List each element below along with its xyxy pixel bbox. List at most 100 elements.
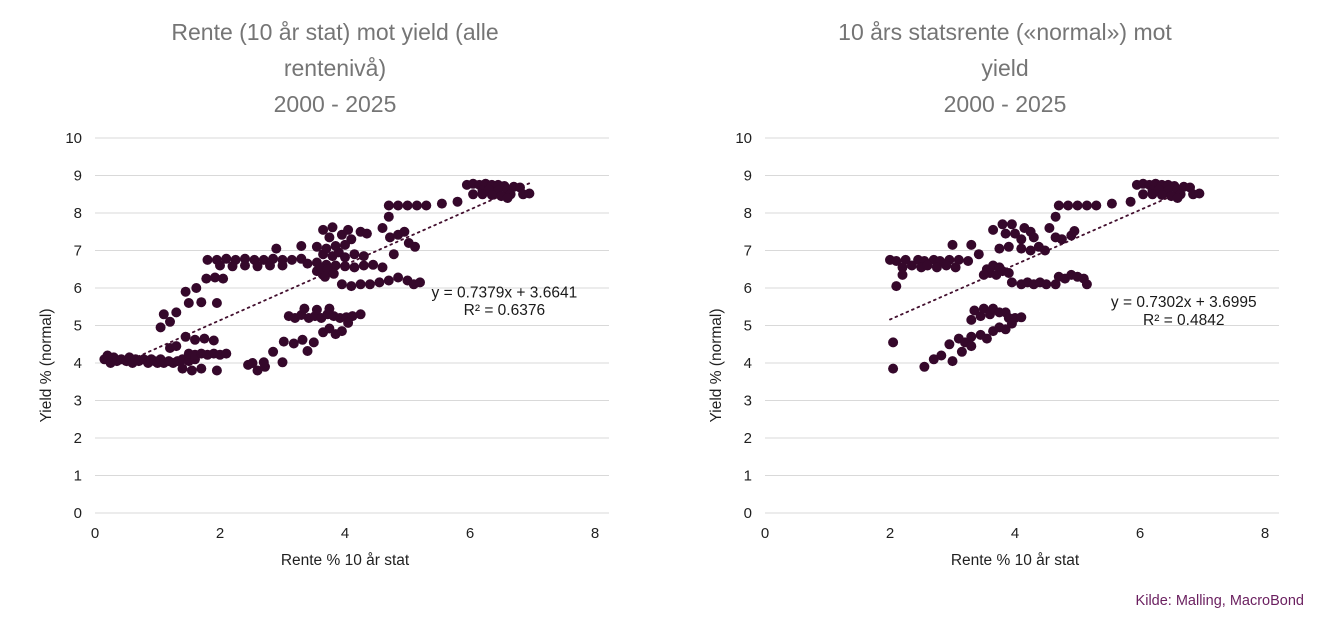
x-tick-label-8: 8 bbox=[1261, 525, 1269, 542]
scatter-point bbox=[973, 249, 984, 260]
scatter-point bbox=[302, 258, 313, 269]
scatter-point bbox=[486, 190, 497, 200]
scatter-point bbox=[994, 243, 1005, 254]
scatter-point bbox=[1025, 245, 1036, 256]
y-tick-label-1: 1 bbox=[744, 468, 752, 485]
scatter-point bbox=[199, 333, 210, 344]
scatter-point bbox=[947, 239, 958, 250]
scatter-point bbox=[1072, 200, 1083, 211]
scatter-point bbox=[186, 365, 197, 376]
scatter-point bbox=[1044, 223, 1055, 233]
scatter-point bbox=[311, 241, 322, 252]
scatter-point bbox=[1091, 200, 1102, 211]
scatter-point bbox=[308, 337, 319, 348]
scatter-point bbox=[888, 337, 899, 348]
scatter-point bbox=[240, 260, 250, 271]
scatter-point bbox=[941, 260, 952, 271]
scatter-point bbox=[402, 200, 413, 211]
scatter-point bbox=[227, 261, 238, 272]
scatter-point bbox=[330, 241, 341, 251]
scatter-point bbox=[975, 311, 986, 322]
scatter-point bbox=[1016, 312, 1027, 323]
scatter-point bbox=[324, 232, 335, 243]
scatter-point bbox=[936, 350, 947, 361]
scatter-point bbox=[201, 273, 212, 284]
scatter-point bbox=[165, 316, 175, 327]
scatter-point bbox=[947, 356, 958, 367]
scatter-point bbox=[265, 260, 275, 271]
scatter-point bbox=[922, 260, 933, 271]
x-tick-label-2: 2 bbox=[216, 525, 224, 542]
scatter-point bbox=[1016, 243, 1027, 254]
chart-left-title-line3: 2000 - 2025 bbox=[273, 91, 397, 117]
y-tick-label-2: 2 bbox=[744, 430, 752, 447]
scatter-point bbox=[1016, 234, 1027, 245]
y-tick-label-6: 6 bbox=[74, 280, 82, 297]
y-tick-label-2: 2 bbox=[74, 430, 82, 447]
scatter-point bbox=[271, 243, 282, 254]
scatter-point bbox=[318, 224, 329, 235]
x-tick-label-0: 0 bbox=[91, 525, 99, 542]
scatter-point bbox=[1000, 228, 1011, 239]
scatter-point bbox=[897, 269, 908, 280]
scatter-point bbox=[502, 193, 513, 203]
chart-right-title: 10 års statsrente («normal») mot yield 2… bbox=[670, 14, 1340, 124]
scatter-point bbox=[931, 262, 942, 273]
scatter-point bbox=[215, 260, 225, 271]
scatter-point bbox=[950, 262, 961, 273]
y-tick-label-8: 8 bbox=[74, 205, 82, 222]
scatter-point bbox=[1156, 190, 1167, 200]
y-tick-label-4: 4 bbox=[744, 355, 752, 372]
scatter-point bbox=[1138, 189, 1149, 200]
scatter-point bbox=[196, 297, 207, 308]
y-tick-label-4: 4 bbox=[74, 355, 82, 372]
scatter-point bbox=[421, 200, 432, 211]
scatter-point bbox=[377, 262, 388, 273]
x-tick-label-8: 8 bbox=[591, 525, 599, 542]
scatter-point bbox=[963, 256, 974, 266]
scatter-point bbox=[336, 279, 347, 290]
scatter-point bbox=[221, 253, 232, 264]
scatter-point bbox=[415, 277, 425, 288]
chart-left: Rente (10 år stat) mot yield (alle rente… bbox=[0, 0, 670, 576]
y-tick-label-9: 9 bbox=[74, 168, 82, 185]
scatter-point bbox=[258, 357, 269, 368]
scatter-point bbox=[336, 326, 347, 337]
scatter-point bbox=[299, 303, 310, 314]
scatter-point bbox=[997, 219, 1008, 230]
scatter-point bbox=[891, 281, 902, 292]
x-axis-tick-labels: 0 2 4 6 8 bbox=[761, 525, 1269, 542]
scatter-point bbox=[966, 341, 977, 352]
scatter-point bbox=[1053, 200, 1064, 211]
y-tick-label-0: 0 bbox=[74, 505, 82, 522]
scatter-point bbox=[944, 339, 955, 350]
y-tick-label-10: 10 bbox=[735, 130, 752, 147]
scatter-point bbox=[1069, 226, 1080, 236]
scatter-point bbox=[327, 222, 338, 233]
scatter-point bbox=[1056, 234, 1067, 245]
scatter-point bbox=[1050, 279, 1061, 290]
scatter-point bbox=[247, 358, 258, 368]
y-tick-label-10: 10 bbox=[65, 130, 82, 147]
trend-equation-label: y = 0.7379x + 3.6641 bbox=[432, 284, 578, 301]
scatter-point bbox=[196, 363, 207, 374]
scatter-point bbox=[368, 259, 379, 270]
scatter-point bbox=[288, 338, 299, 349]
x-tick-label-6: 6 bbox=[1136, 525, 1144, 542]
scatter-point bbox=[296, 241, 307, 251]
scatter-point bbox=[953, 254, 964, 265]
scatter-point bbox=[211, 298, 222, 308]
scatter-point bbox=[385, 232, 395, 243]
scatter-point bbox=[211, 365, 222, 376]
scatter-point bbox=[358, 260, 369, 271]
chart-right-title-line3: 2000 - 2025 bbox=[943, 91, 1067, 117]
charts-row: Rente (10 år stat) mot yield (alle rente… bbox=[0, 0, 1340, 576]
scatter-point bbox=[365, 279, 375, 290]
scatter-point bbox=[202, 254, 213, 265]
scatter-point bbox=[320, 271, 330, 282]
scatter-point bbox=[171, 307, 182, 318]
scatter-point bbox=[1147, 189, 1158, 200]
scatter-point bbox=[277, 260, 288, 271]
scatter-point bbox=[177, 363, 188, 374]
scatter-point bbox=[361, 228, 372, 239]
